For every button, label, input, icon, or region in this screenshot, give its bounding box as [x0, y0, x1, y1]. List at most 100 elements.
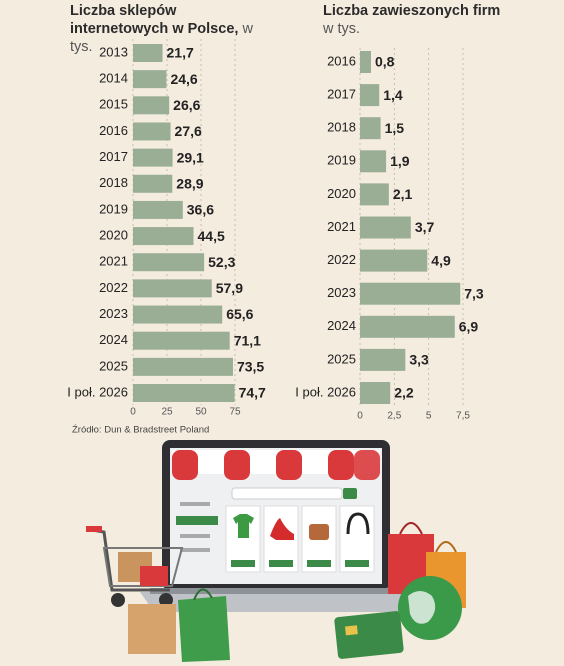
- laptop-hinge: [150, 588, 402, 594]
- y-tick-label: 2018: [327, 120, 356, 135]
- bar: [360, 282, 461, 305]
- bar: [133, 96, 170, 115]
- value-label: 57,9: [216, 280, 243, 296]
- source: Źródło: Dun & Bradstreet Poland: [72, 425, 209, 436]
- y-tick-label: 2018: [99, 175, 128, 190]
- bag-handle: [399, 522, 423, 535]
- bar: [133, 70, 167, 89]
- title: Liczba sklepów internetowych w Polsce,: [70, 3, 239, 37]
- x-tick-label: 75: [229, 407, 241, 418]
- card-chip: [344, 625, 358, 636]
- y-tick-label: 2025: [99, 358, 128, 373]
- bar: [360, 51, 371, 73]
- value-label: 26,6: [173, 97, 200, 113]
- value-label: 6,9: [459, 319, 479, 335]
- y-tick-label: 2017: [327, 87, 356, 102]
- value-label: 1,4: [383, 87, 403, 103]
- y-tick-label: 2023: [327, 285, 356, 300]
- value-label: 7,3: [464, 285, 484, 301]
- value-label: 0,8: [375, 54, 395, 70]
- y-tick-label: 2014: [99, 71, 128, 86]
- y-tick-label: 2013: [99, 44, 128, 59]
- bar: [133, 305, 223, 324]
- shopping-cart: [86, 526, 184, 607]
- cart-basket: [102, 547, 184, 587]
- value-label: 3,3: [409, 352, 429, 368]
- value-label: 27,6: [175, 123, 202, 139]
- value-label: 21,7: [167, 45, 194, 61]
- y-tick-label: 2015: [99, 97, 128, 112]
- x-tick-label: 2,5: [387, 411, 401, 422]
- value-label: 29,1: [177, 149, 204, 165]
- y-tick-label: I poł. 2026: [67, 384, 128, 399]
- value-label: 28,9: [176, 175, 203, 191]
- y-tick-label: 2017: [99, 149, 128, 164]
- cart-button: [269, 560, 293, 567]
- headphones: [346, 512, 370, 535]
- y-tick-label: 2019: [327, 153, 356, 168]
- bar: [133, 44, 163, 62]
- stripe: [354, 450, 380, 480]
- y-tick-label: 2021: [327, 219, 356, 234]
- shirt: [233, 514, 254, 538]
- bar: [133, 331, 230, 350]
- menu-active: [176, 516, 218, 525]
- subtitle: w tys.: [70, 21, 253, 55]
- products: [225, 505, 375, 573]
- y-tick-label: 2024: [99, 332, 128, 347]
- value-label: 52,3: [208, 254, 235, 270]
- y-tick-label: 2019: [99, 201, 128, 216]
- value-label: 1,9: [390, 153, 410, 169]
- x-tick-label: 0: [130, 407, 136, 418]
- x-tick-label: 50: [195, 407, 207, 418]
- chart-title-2: Liczba zawieszonych firm w tys.: [323, 2, 523, 38]
- x-tick-label: 0: [357, 411, 363, 422]
- search-bar: [231, 487, 343, 500]
- value-label: 74,7: [239, 385, 266, 401]
- bar: [133, 174, 173, 193]
- menu-item: [180, 534, 210, 538]
- y-tick-label: 2024: [327, 318, 356, 333]
- value-label: 73,5: [237, 359, 264, 375]
- y-tick-label: 2023: [99, 306, 128, 321]
- search-button: [343, 488, 357, 499]
- wheel: [111, 593, 125, 607]
- bag-handle: [435, 541, 457, 553]
- bar: [360, 150, 387, 173]
- value-label: 24,6: [170, 71, 197, 87]
- shoe: [270, 518, 294, 540]
- bar: [360, 382, 391, 404]
- bag: [309, 524, 329, 540]
- bar: [133, 279, 212, 298]
- green-bag: [178, 596, 230, 662]
- menu-item: [180, 502, 210, 506]
- y-tick-label: 2022: [327, 252, 356, 267]
- y-tick-label: 2020: [99, 228, 128, 243]
- title: Liczba zawieszonych firm: [323, 3, 501, 19]
- y-tick-label: 2016: [327, 53, 356, 68]
- y-tick-label: I poł. 2026: [295, 384, 356, 399]
- bar: [133, 384, 235, 402]
- wheel: [159, 593, 173, 607]
- stripe: [224, 450, 250, 480]
- y-tick-label: 2025: [327, 351, 356, 366]
- bar: [133, 148, 173, 167]
- y-tick-label: 2021: [99, 254, 128, 269]
- value-label: 3,7: [415, 219, 435, 235]
- bar: [133, 357, 233, 376]
- value-label: 71,1: [234, 332, 261, 348]
- illustration: [86, 440, 466, 662]
- value-label: 44,5: [198, 228, 225, 244]
- stripe: [172, 450, 198, 480]
- menu-item: [180, 548, 210, 552]
- value-label: 65,6: [226, 306, 253, 322]
- stripe: [328, 450, 354, 480]
- chart-title-1: Liczba sklepów internetowych w Polsce, w…: [70, 2, 265, 56]
- y-tick-label: 2016: [99, 123, 128, 138]
- globe-land: [408, 591, 436, 624]
- x-tick-label: 7,5: [456, 411, 470, 422]
- bar: [360, 216, 411, 239]
- value-label: 2,2: [394, 385, 414, 401]
